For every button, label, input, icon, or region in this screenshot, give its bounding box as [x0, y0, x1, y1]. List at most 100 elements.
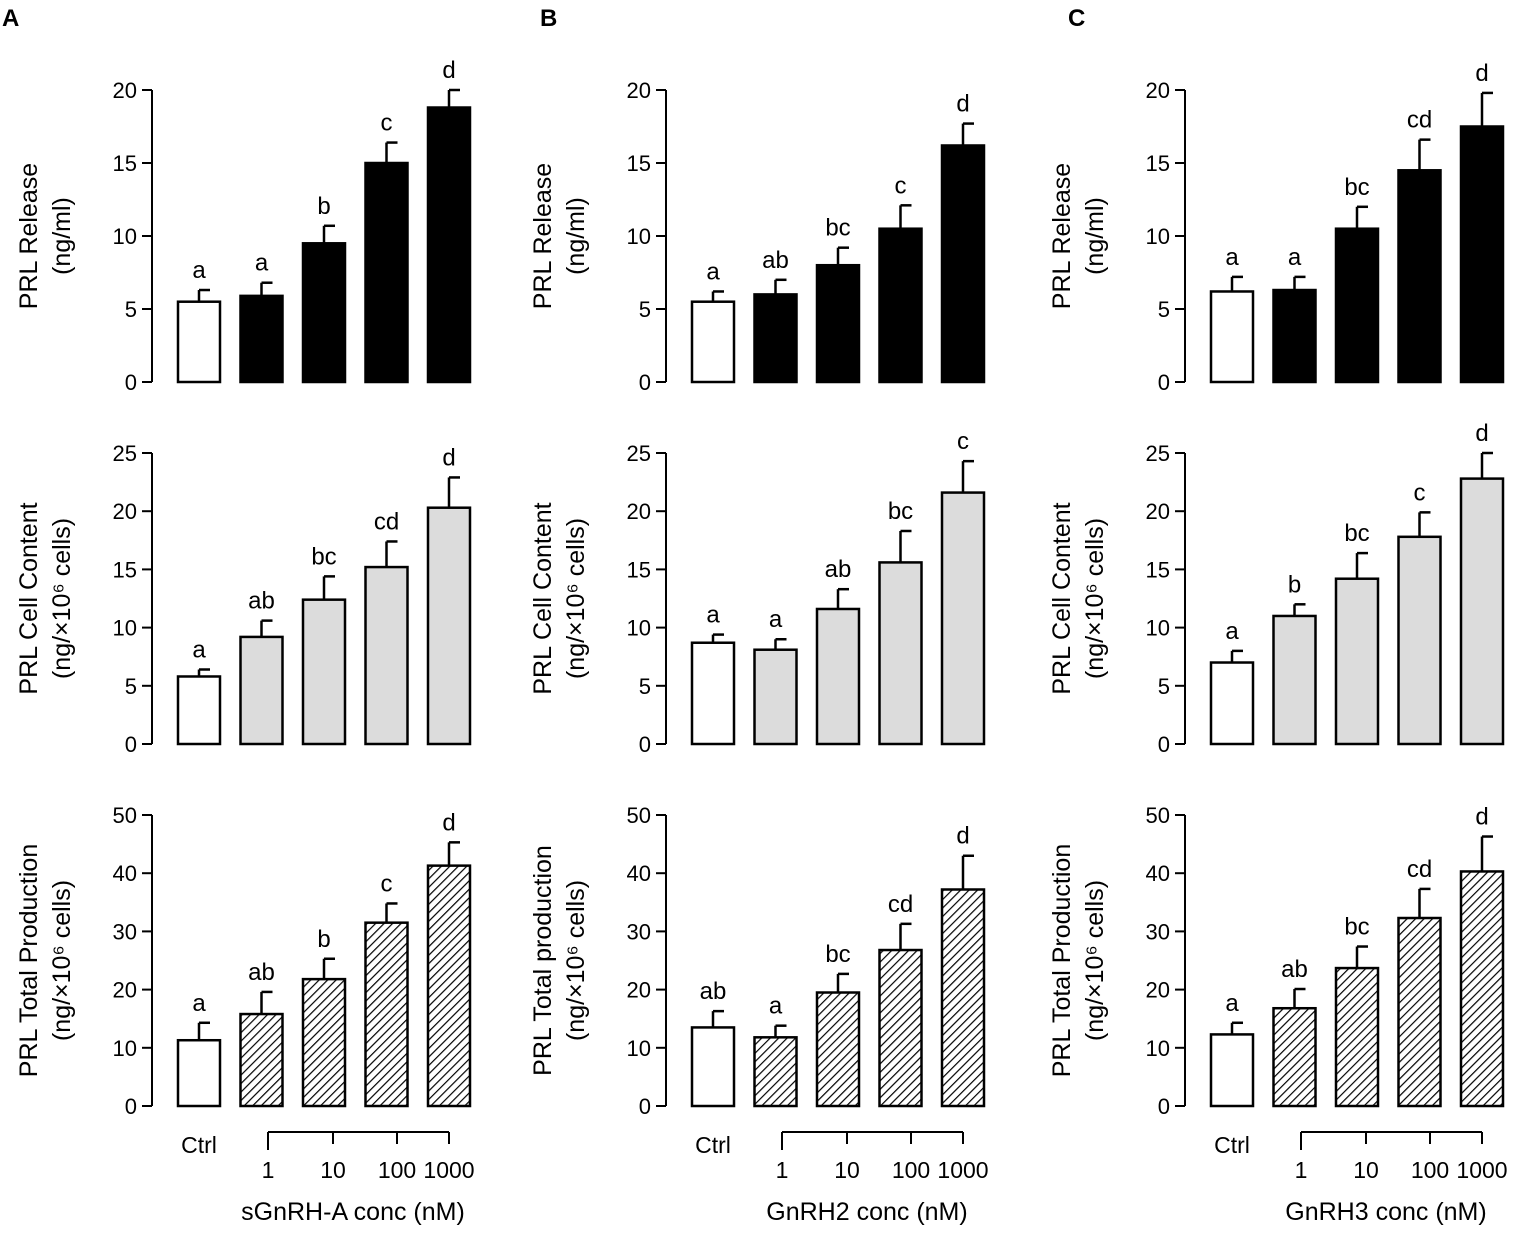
y-tick-label-c-production: 10	[1146, 1036, 1170, 1061]
dose-label: 100	[1411, 1157, 1449, 1183]
y-tick-label-b-release: 5	[639, 297, 651, 322]
y-tick-label-a-release: 20	[113, 78, 137, 103]
significance-letter-b-content: ab	[825, 556, 852, 583]
significance-letter-b-production: a	[769, 993, 783, 1020]
bar-b-production-1	[753, 1036, 798, 1108]
significance-letter-b-release: d	[956, 91, 969, 118]
significance-letter-c-release: a	[1225, 244, 1239, 271]
y-tick-label-b-production: 50	[627, 803, 651, 828]
bar-a-release-1000	[426, 106, 472, 384]
y-label-units-c-release: (ng/ml)	[1081, 197, 1109, 275]
y-tick-label-b-production: 0	[639, 1094, 651, 1119]
chart-c-content: 0 5 10 15 20 25 PRL Cell Content (ng/×10⁶ cells…	[1048, 420, 1505, 757]
significance-letter-b-release: a	[706, 258, 720, 285]
bar-c-release-1	[1272, 288, 1317, 384]
ctrl-label: Ctrl	[1214, 1132, 1250, 1158]
chart-c-production: 0 10 20 30 40 50 PRL Total Production (ng/×10⁶ …	[1048, 803, 1505, 1119]
dose-label: 10	[320, 1157, 346, 1183]
y-tick-label-c-production: 40	[1146, 861, 1170, 886]
y-tick-label-c-content: 10	[1146, 616, 1170, 641]
significance-letter-a-production: d	[442, 809, 455, 836]
significance-letter-a-release: a	[192, 257, 206, 284]
significance-letter-c-production: bc	[1344, 914, 1369, 941]
y-label-c-release: PRL Release	[1048, 163, 1076, 309]
y-label-units-b-production: (ng/×10⁶ cells)	[562, 880, 590, 1041]
bar-c-content-100	[1397, 535, 1442, 746]
bar-a-content-10	[301, 598, 347, 746]
significance-letter-b-release: c	[895, 172, 907, 199]
bar-b-content-1	[753, 648, 798, 746]
y-tick-label-c-content: 20	[1146, 499, 1170, 524]
y-tick-label-a-content: 5	[125, 674, 137, 699]
significance-letter-a-content: a	[192, 637, 206, 664]
y-tick-label-a-release: 10	[113, 224, 137, 249]
significance-letter-b-content: bc	[888, 498, 913, 525]
bar-b-content-100	[878, 561, 923, 746]
y-tick-label-b-release: 20	[627, 78, 651, 103]
dose-axis-b: Ctrl 1 10 100 1000 GnRH2 conc (nM)	[695, 1131, 989, 1226]
bar-a-content-ctrl	[176, 675, 222, 746]
significance-letter-b-release: bc	[825, 215, 850, 242]
bar-a-production-10	[301, 977, 347, 1108]
dose-label: 1	[1295, 1157, 1308, 1183]
y-tick-label-b-content: 15	[627, 557, 651, 582]
significance-letter-c-content: a	[1225, 618, 1239, 645]
y-label-b-content: PRL Cell Content	[529, 502, 557, 694]
chart-b-release: 0 5 10 15 20 PRL Release (ng/ml) a ab bc c d	[529, 78, 986, 395]
chart-c-release: 0 5 10 15 20 PRL Release (ng/ml) a a bc cd d	[1048, 60, 1505, 395]
bar-b-release-ctrl	[690, 300, 736, 384]
significance-letter-b-production: cd	[888, 891, 913, 918]
panel-letter-a: A	[2, 5, 19, 32]
bar-b-release-1000	[940, 144, 986, 384]
significance-letter-c-production: cd	[1407, 856, 1432, 883]
y-label-units-a-content: (ng/×10⁶ cells)	[48, 518, 76, 679]
dose-axis-a: Ctrl 1 10 100 1000 sGnRH-A conc (nM)	[181, 1131, 475, 1226]
bar-c-production-10	[1334, 966, 1380, 1108]
dose-label: 1000	[423, 1157, 474, 1183]
dose-label: 1	[262, 1157, 275, 1183]
y-tick-label-b-production: 40	[627, 861, 651, 886]
bar-c-production-ctrl	[1209, 1033, 1255, 1108]
y-label-units-b-content: (ng/×10⁶ cells)	[562, 518, 590, 679]
significance-letter-a-content: ab	[248, 588, 275, 615]
bar-b-content-1000	[940, 491, 986, 746]
y-tick-label-b-content: 5	[639, 674, 651, 699]
y-tick-label-b-production: 10	[627, 1036, 651, 1061]
significance-letter-a-content: bc	[311, 543, 336, 570]
significance-letter-a-content: d	[442, 444, 455, 471]
chart-a-production: 0 10 20 30 40 50 PRL Total Production (ng/×10⁶ …	[15, 803, 472, 1119]
significance-letter-a-production: ab	[248, 959, 275, 986]
y-label-c-production: PRL Total Production	[1048, 844, 1076, 1077]
panel-letter-c: C	[1068, 5, 1085, 32]
significance-letter-a-release: b	[317, 193, 330, 220]
bar-a-release-ctrl	[176, 300, 222, 384]
significance-letter-c-release: bc	[1344, 174, 1369, 201]
significance-letter-b-content: c	[957, 428, 969, 455]
y-label-c-content: PRL Cell Content	[1048, 502, 1076, 694]
y-tick-label-b-content: 10	[627, 616, 651, 641]
y-label-a-production: PRL Total Production	[15, 844, 43, 1077]
y-tick-label-c-release: 10	[1146, 224, 1170, 249]
bar-c-production-1000	[1459, 870, 1505, 1108]
dose-axis-c: Ctrl 1 10 100 1000 GnRH3 conc (nM)	[1214, 1131, 1508, 1226]
significance-letter-c-content: b	[1288, 571, 1301, 598]
y-label-a-release: PRL Release	[15, 163, 43, 309]
y-tick-label-a-production: 10	[113, 1036, 137, 1061]
y-tick-label-b-content: 20	[627, 499, 651, 524]
y-tick-label-b-release: 15	[627, 151, 651, 176]
significance-letter-c-content: d	[1475, 420, 1488, 447]
x-axis-label: GnRH2 conc (nM)	[766, 1198, 967, 1226]
significance-letter-b-content: a	[769, 606, 783, 633]
bar-c-release-100	[1397, 169, 1442, 384]
dose-label: 10	[834, 1157, 860, 1183]
bar-c-release-10	[1334, 227, 1380, 384]
y-tick-label-a-production: 40	[113, 861, 137, 886]
significance-letter-a-content: cd	[374, 508, 399, 535]
dose-label: 1000	[1456, 1157, 1507, 1183]
y-tick-label-b-release: 0	[639, 370, 651, 395]
y-tick-label-a-release: 15	[113, 151, 137, 176]
bar-b-release-1	[753, 293, 798, 384]
significance-letter-c-content: c	[1414, 479, 1426, 506]
bar-b-release-100	[878, 227, 923, 384]
